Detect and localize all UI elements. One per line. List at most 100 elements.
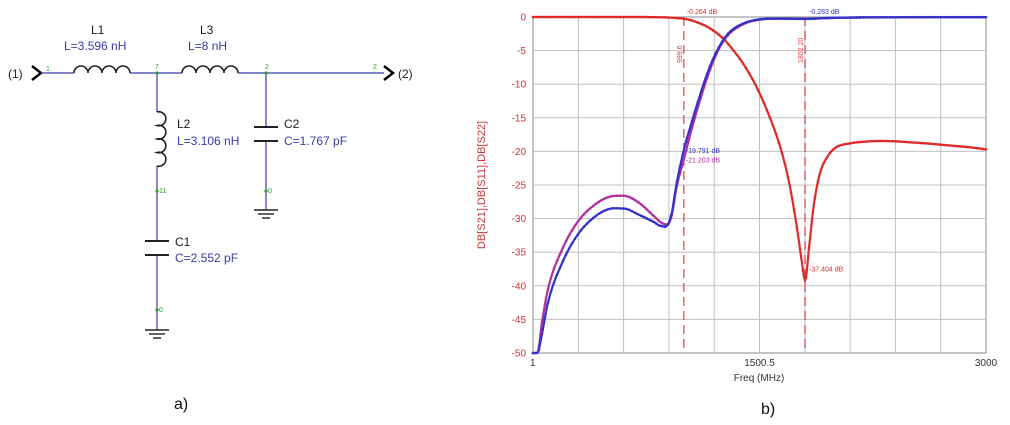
trace-point [891,15,895,19]
trace-point [552,281,556,284]
trace-point [672,16,676,20]
trace-point [888,15,892,19]
trace-point [546,287,550,291]
trace-point [744,21,748,24]
trace-point [687,130,691,133]
x-tick-label: 1500.5 [744,358,775,369]
trace-point [786,17,790,21]
trace-point [555,273,559,277]
marker-readout-label: -37.404 dB [809,266,844,273]
trace-point [669,214,673,218]
trace-point [849,16,853,19]
circuit-wires [41,72,384,330]
trace-point [846,142,850,146]
trace-point [717,45,721,49]
trace-point [663,16,667,19]
trace-point [834,146,838,149]
trace-point [591,15,595,19]
trace-point [600,198,604,202]
trace-point [939,15,943,19]
trace-point [951,144,955,148]
trace-point [927,142,931,145]
trace-point [882,16,886,19]
trace-point [948,15,952,19]
trace-point [696,21,700,24]
trace-point [594,202,598,206]
trace-point [657,15,661,19]
trace-point [651,15,655,19]
trace-point [837,16,841,20]
trace-point [912,15,916,19]
trace-point [852,16,856,19]
trace-point [975,15,979,19]
trace-point [924,15,928,19]
trace-point [567,15,571,19]
trace-point [738,57,742,61]
trace-point [624,194,628,198]
trace-point [633,198,637,202]
node-label-0-c2: 0 [268,188,272,195]
y-tick-label: -5 [517,46,526,57]
trace-point [714,31,718,34]
trace-point [750,19,754,22]
trace-point [729,29,733,33]
trace-point [669,16,673,19]
node-label-2-left: 2 [265,64,269,71]
trace-point [747,20,751,23]
trace-point [537,15,541,19]
trace-point [621,15,625,19]
trace-point [564,15,568,19]
trace-point [879,139,883,143]
trace-point [552,15,556,19]
trace-point [765,17,769,21]
trace-point [963,145,967,149]
y-tick-label: -15 [512,113,527,124]
trace-point [870,16,874,19]
trace-point [732,49,736,53]
trace-point [597,212,601,216]
trace-point [567,234,571,237]
trace-point [531,351,535,355]
trace-point [735,53,739,57]
trace-point [840,16,844,19]
trace-point [798,247,802,251]
trace-point [984,15,988,19]
c1-name: C1 [175,235,191,249]
trace-point [945,15,949,19]
trace-point [861,140,865,144]
ground-c2-icon [254,209,278,219]
trace-point [636,15,640,19]
trace-point [573,237,577,241]
node-label-11: 11 [159,188,166,195]
trace-point [603,197,607,200]
trace-point [648,218,652,222]
trace-point [699,22,703,26]
trace-point [804,276,808,279]
trace-point [714,51,718,54]
trace-point [627,208,631,212]
trace-point [741,62,745,65]
l1-name: L1 [91,23,105,37]
grid-lines [533,17,986,353]
trace-point [951,15,955,19]
y-tick-label: -35 [512,248,527,259]
trace-point [867,140,871,143]
trace-point [729,46,733,49]
inductor-l1-icon [73,65,131,74]
trace-point [921,15,925,19]
capacitor-c2-icon [254,126,278,142]
trace-point [969,146,973,149]
trace-point [753,18,757,22]
trace-point [954,144,958,148]
trace-point [555,259,559,263]
trace-point [960,145,964,148]
trace-point [621,207,625,210]
trace-point [969,15,973,19]
trace-point [582,212,586,216]
trace-point [939,143,943,147]
trace-point [975,146,979,150]
trace-point [639,214,643,217]
y-tick-label: 0 [520,13,526,24]
trace-point [561,259,565,263]
trace-point [981,147,985,151]
